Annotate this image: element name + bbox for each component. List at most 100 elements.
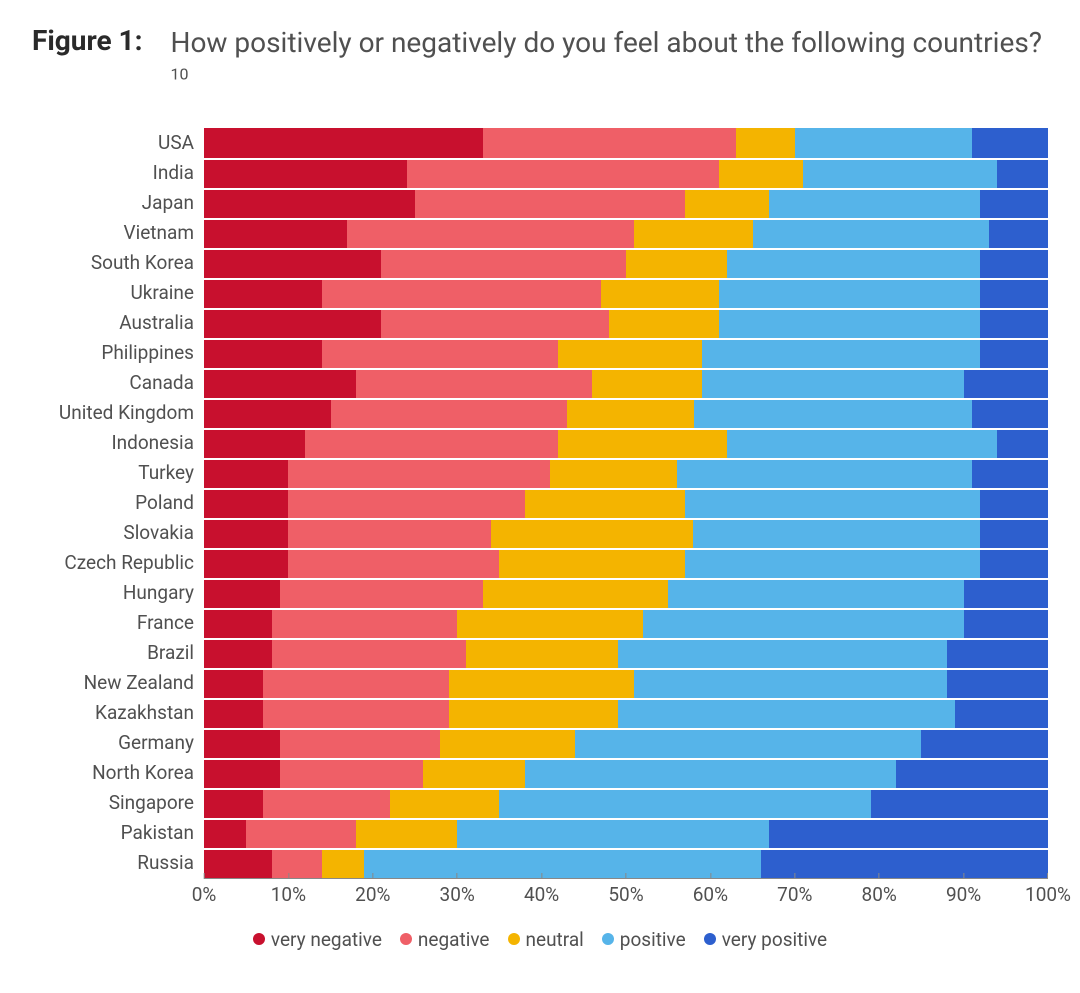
legend-item-very_positive: very positive: [704, 928, 827, 951]
stacked-bar: [204, 758, 1048, 788]
category-label: Germany: [32, 731, 204, 754]
bar-segment-negative: [288, 460, 550, 488]
legend-dot: [508, 933, 520, 945]
stacked-bar: [204, 638, 1048, 668]
bar-segment-very_negative: [204, 250, 381, 278]
legend-dot: [602, 933, 614, 945]
x-axis-ticks: 0%10%20%30%40%50%60%70%80%90%100%: [204, 878, 1048, 906]
category-label: Australia: [32, 311, 204, 334]
chart-row: Brazil: [32, 638, 1048, 668]
bar-segment-negative: [280, 730, 440, 758]
x-tick: 50%: [608, 873, 643, 906]
legend-label: negative: [418, 928, 490, 951]
category-label: Hungary: [32, 581, 204, 604]
bar-segment-negative: [381, 250, 626, 278]
bar-segment-positive: [702, 370, 964, 398]
bar-segment-neutral: [356, 820, 457, 848]
bar-segment-neutral: [592, 370, 702, 398]
bar-segment-negative: [381, 310, 609, 338]
bar-segment-positive: [499, 790, 870, 818]
category-label: Poland: [32, 491, 204, 514]
category-label: Czech Republic: [32, 551, 204, 574]
bar-segment-very_positive: [964, 370, 1048, 398]
bar-segment-very_negative: [204, 550, 288, 578]
bar-segment-positive: [685, 550, 980, 578]
stacked-bar: [204, 368, 1048, 398]
bar-segment-negative: [407, 160, 719, 188]
footnote-ref: 10: [170, 64, 188, 83]
x-tick: 10%: [271, 873, 306, 906]
bar-segment-very_negative: [204, 640, 272, 668]
bars-container: USAIndiaJapanVietnamSouth KoreaUkraineAu…: [32, 128, 1048, 878]
bar-segment-negative: [263, 700, 449, 728]
category-label: Turkey: [32, 461, 204, 484]
bar-segment-very_positive: [997, 430, 1048, 458]
bar-segment-negative: [288, 550, 499, 578]
bar-segment-positive: [618, 640, 947, 668]
stacked-bar: [204, 548, 1048, 578]
bar-segment-very_negative: [204, 160, 407, 188]
chart-row: South Korea: [32, 248, 1048, 278]
category-label: Philippines: [32, 341, 204, 364]
bar-segment-positive: [575, 730, 921, 758]
stacked-bar: [204, 128, 1048, 158]
bar-segment-negative: [288, 490, 524, 518]
bar-segment-neutral: [634, 220, 752, 248]
bar-segment-neutral: [609, 310, 719, 338]
bar-segment-neutral: [719, 160, 803, 188]
bar-segment-very_positive: [980, 280, 1048, 308]
bar-segment-very_negative: [204, 610, 272, 638]
bar-segment-neutral: [736, 128, 795, 158]
legend-label: positive: [620, 928, 686, 951]
stacked-bar: [204, 338, 1048, 368]
stacked-bar: [204, 398, 1048, 428]
bar-segment-neutral: [558, 430, 727, 458]
bar-segment-positive: [685, 490, 980, 518]
bar-segment-neutral: [567, 400, 694, 428]
bar-segment-very_negative: [204, 490, 288, 518]
bar-segment-very_positive: [964, 580, 1048, 608]
bar-segment-very_negative: [204, 220, 347, 248]
bar-segment-negative: [272, 610, 458, 638]
bar-segment-positive: [634, 670, 946, 698]
category-label: North Korea: [32, 761, 204, 784]
bar-segment-very_negative: [204, 700, 263, 728]
stacked-bar: [204, 218, 1048, 248]
figure-label: Figure 1:: [32, 24, 142, 57]
bar-segment-neutral: [491, 520, 694, 548]
x-tick-label: 90%: [946, 883, 981, 906]
x-tick-label: 70%: [777, 883, 812, 906]
bar-segment-positive: [769, 190, 980, 218]
x-tick-label: 100%: [1025, 883, 1071, 906]
bar-segment-positive: [719, 310, 981, 338]
bar-segment-positive: [525, 760, 896, 788]
bar-segment-negative: [322, 280, 601, 308]
legend-item-positive: positive: [602, 928, 686, 951]
bar-segment-very_positive: [989, 220, 1048, 248]
bar-segment-neutral: [685, 190, 769, 218]
category-label: Brazil: [32, 641, 204, 664]
chart-row: Australia: [32, 308, 1048, 338]
category-label: Singapore: [32, 791, 204, 814]
category-label: Indonesia: [32, 431, 204, 454]
stacked-bar: [204, 578, 1048, 608]
bar-segment-very_negative: [204, 430, 305, 458]
stacked-bar: [204, 188, 1048, 218]
bar-segment-positive: [727, 430, 997, 458]
chart-row: France: [32, 608, 1048, 638]
bar-segment-very_negative: [204, 280, 322, 308]
x-tick: 70%: [777, 873, 812, 906]
bar-segment-positive: [694, 400, 973, 428]
bar-segment-neutral: [390, 790, 500, 818]
chart-row: Hungary: [32, 578, 1048, 608]
chart-row: Pakistan: [32, 818, 1048, 848]
chart-row: Philippines: [32, 338, 1048, 368]
bar-segment-positive: [719, 280, 981, 308]
bar-segment-negative: [331, 400, 567, 428]
bar-segment-negative: [280, 580, 483, 608]
chart-row: Germany: [32, 728, 1048, 758]
stacked-bar: [204, 308, 1048, 338]
bar-segment-very_negative: [204, 340, 322, 368]
bar-segment-very_negative: [204, 790, 263, 818]
x-tick-label: 60%: [693, 883, 728, 906]
